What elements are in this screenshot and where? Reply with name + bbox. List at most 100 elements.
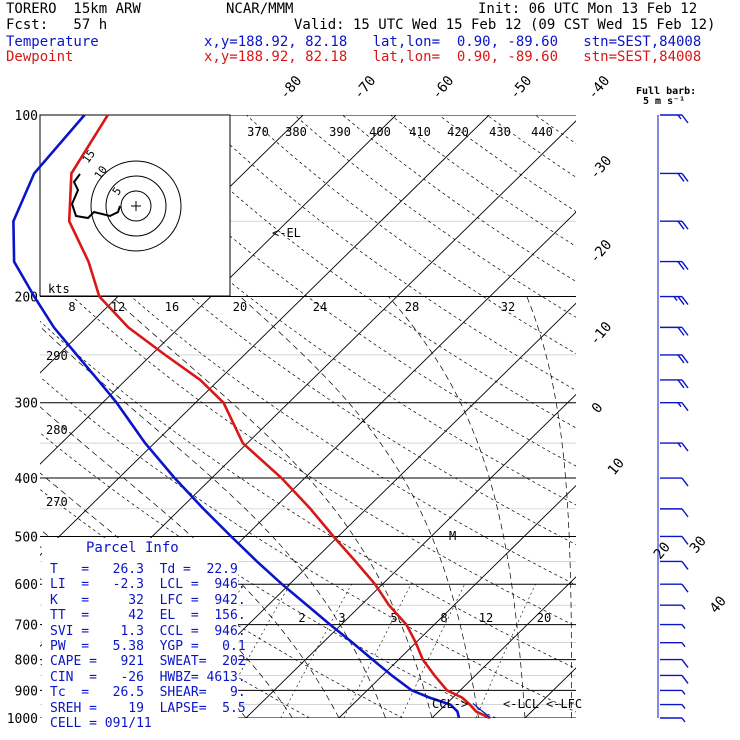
- wind-barb-flag: [677, 326, 685, 336]
- moist-adiabat: [239, 296, 479, 718]
- dry-adiabat: [583, 115, 740, 718]
- isotherm-label: 40: [707, 593, 730, 616]
- pressure-tick-label: 900: [15, 684, 38, 699]
- hodograph-speed-label: 16: [165, 300, 179, 314]
- parcel-info-row: Tc = 26.5 SHEAR= 9.: [50, 685, 246, 701]
- wind-barb-flag: [677, 379, 685, 389]
- theta-label: 430: [489, 125, 511, 139]
- moist-adiabat: [40, 326, 386, 718]
- parcel-lifted-line: [472, 702, 491, 719]
- theta-label: 370: [247, 125, 269, 139]
- dry-adiabat: [40, 209, 576, 586]
- dry-adiabat: [534, 115, 576, 144]
- wind-barb-half: [681, 689, 686, 695]
- wind-barb: [660, 535, 689, 545]
- wind-barb-flag: [681, 354, 689, 364]
- isotherm-label: -10: [587, 319, 616, 349]
- theta-side-label: 270: [46, 495, 68, 509]
- mixing-ratio-label: 2: [298, 611, 305, 625]
- dry-adiabat: [438, 115, 576, 212]
- wind-barb-half: [677, 442, 682, 448]
- lfc-marker: <-LFC: [546, 697, 583, 711]
- isotherm-line: [524, 667, 576, 718]
- moist-adiabat: [40, 406, 340, 718]
- pressure-tick-label: 600: [15, 578, 38, 593]
- m-marker: M: [449, 529, 457, 543]
- parcel-info-row: SREH = 19 LAPSE= 5.5: [50, 700, 246, 716]
- wind-barb: [660, 354, 689, 364]
- wind-barb: [660, 717, 686, 723]
- wind-barb-flag: [681, 536, 689, 545]
- moist-adiabat: [526, 296, 572, 718]
- wind-barb: [660, 508, 689, 518]
- theta-side-label: 280: [46, 423, 68, 437]
- wind-barb-flag: [677, 354, 685, 364]
- isotherm-label: -50: [507, 73, 536, 103]
- wind-barb: [660, 379, 689, 389]
- pressure-tick-label: 1000: [7, 712, 38, 727]
- pressure-tick-label: 700: [15, 619, 38, 634]
- theta-label: 400: [369, 125, 391, 139]
- isotherm-line: [40, 115, 490, 556]
- wind-barb: [660, 402, 689, 412]
- hodograph-speed-label: 32: [501, 300, 515, 314]
- el-marker: <-EL: [272, 226, 301, 240]
- hodograph-ring: [120, 190, 152, 222]
- wind-barb-flag: [681, 326, 689, 336]
- wind-barb: [660, 477, 689, 487]
- wind-barb-flag: [681, 659, 689, 668]
- wind-barb-flag: [681, 402, 689, 412]
- wind-barb: [660, 260, 689, 270]
- wind-barb-half: [681, 604, 686, 610]
- theta-label: 380: [285, 125, 307, 139]
- wind-barb-half: [677, 114, 682, 120]
- theta-side-label: 290: [46, 349, 68, 363]
- wind-barb: [660, 623, 686, 630]
- legend-temperature: Temperature: [6, 34, 99, 50]
- dewpoint-line: [12, 114, 461, 719]
- moist-adiabat: [111, 296, 433, 718]
- wind-barb: [660, 114, 689, 124]
- isotherm-line: [40, 115, 397, 465]
- dry-adiabat: [246, 115, 576, 354]
- wind-barb-flag: [681, 583, 689, 593]
- wind-barb-half: [677, 402, 682, 408]
- wind-barb-flag: [681, 114, 689, 124]
- wind-barb-flag: [677, 220, 685, 230]
- ccl-marker: CCL->: [432, 697, 469, 711]
- wind-barb: [660, 658, 689, 668]
- parcel-info-row: CELL = 091/11: [50, 716, 152, 732]
- wind-barb: [660, 295, 689, 305]
- isotherm-line: [431, 576, 576, 718]
- mixing-ratio-label: 5: [390, 611, 397, 625]
- isotherm-line: [152, 302, 576, 718]
- wind-barb-flag: [681, 675, 689, 684]
- hodograph-speed-label: 28: [405, 300, 419, 314]
- wind-barb: [660, 442, 689, 452]
- isotherm-line: [711, 115, 740, 718]
- isotherm-label: 20: [651, 539, 674, 562]
- isotherm-label: -70: [351, 73, 380, 103]
- profile-lines: [12, 114, 491, 720]
- hodograph-units: kts: [48, 282, 70, 296]
- valid-time-label: Valid: 15 UTC Wed 15 Feb 12 (09 CST Wed …: [294, 17, 716, 33]
- hodograph-ring: [105, 175, 167, 237]
- wind-barb-flag: [681, 508, 689, 518]
- parcel-info-row: T = 26.3 Td = 22.9: [50, 562, 238, 577]
- theta-label: 420: [447, 125, 469, 139]
- theta-label: 440: [531, 125, 553, 139]
- wind-barb: [660, 560, 689, 570]
- isotherm-label: -20: [587, 237, 616, 267]
- wind-barb: [660, 172, 689, 182]
- wind-barb-flag: [677, 296, 685, 305]
- hodograph-ring: [90, 160, 182, 252]
- wind-barb: [660, 220, 689, 230]
- wind-barb-half: [681, 717, 686, 723]
- dry-adiabat: [197, 115, 576, 391]
- pressure-tick-label: 400: [15, 472, 38, 487]
- wind-barb-half: [681, 642, 686, 648]
- pressure-tick-label: 800: [15, 654, 38, 669]
- wind-barb-flag: [681, 261, 689, 270]
- forecast-hour-label: Fcst: 57 h: [6, 17, 108, 33]
